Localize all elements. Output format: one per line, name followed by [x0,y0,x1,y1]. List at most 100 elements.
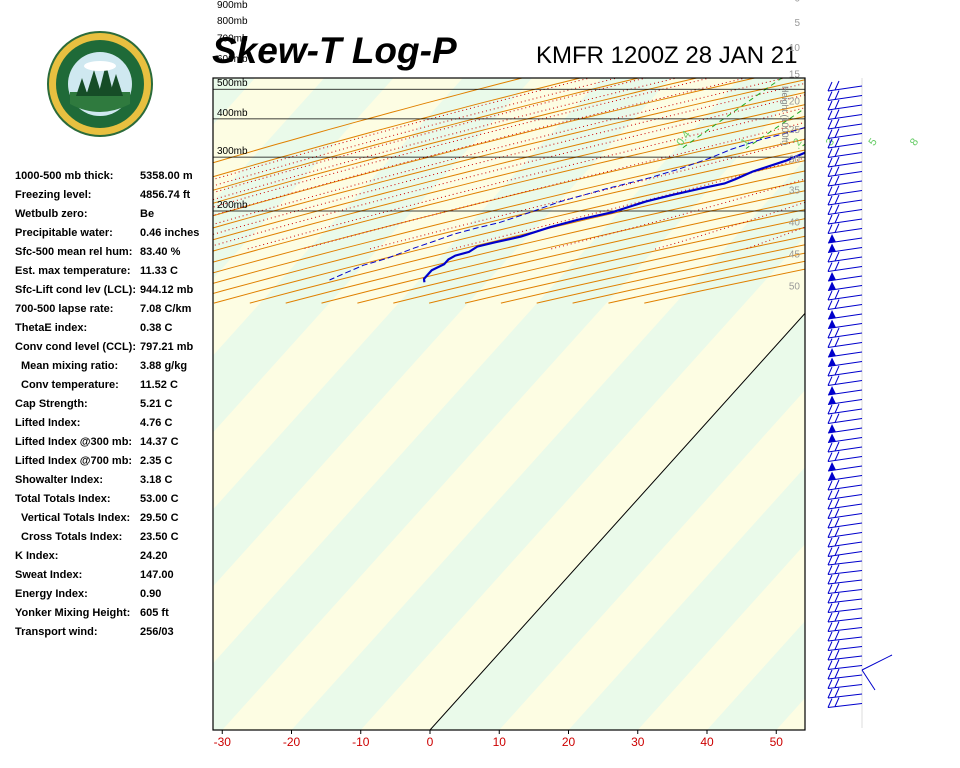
wind-barb-feather [834,602,840,612]
index-row: 1000-500 mb thick: 5358.00 m [15,168,215,187]
index-row: Lifted Index @700 mb: 2.35 C [15,453,215,472]
wind-barb [827,104,863,111]
wind-barbs [827,80,893,708]
index-value: 3.18 C [140,474,173,486]
wind-barb-feather [834,564,840,574]
wind-barb [827,665,863,670]
wind-barb-feather [834,147,840,157]
index-value: 83.40 % [140,246,181,258]
wind-barb-feather [834,536,840,547]
wind-barb-feather [827,186,833,196]
wind-barb-feather [827,499,833,510]
mixing-ratio-line [798,143,805,149]
wind-barb-feather [834,80,840,91]
wind-barb-feather [834,659,840,669]
wind-barb [827,532,863,538]
index-value: 3.88 g/kg [140,360,188,372]
index-label: Vertical Totals Index: [21,512,131,524]
index-row: Precipitable water: 0.46 inches [15,225,215,244]
wind-barb-flag [828,281,836,291]
wind-barb-feather [827,167,833,177]
dry-adiabat [213,91,805,241]
index-value: 256/03 [140,626,174,638]
wind-barb-feather [834,204,840,214]
wind-barb-flag [828,386,836,395]
index-row: Mean mixing ratio: 3.88 g/kg [15,358,215,377]
wind-barb [827,256,863,263]
temperature-tick-label: -30 [214,735,232,749]
wind-barb-feather [827,612,833,623]
wind-barb [827,608,863,613]
index-row: Conv temperature: 11.52 C [15,377,215,396]
wind-barb [827,294,863,301]
wind-barb-feather [834,546,840,556]
wind-barb-feather [827,490,833,500]
wind-barb-feather [834,213,840,224]
wind-barb [827,304,863,310]
oregon-forestry-logo [47,31,153,137]
wind-barb-feather [834,498,840,509]
wind-barb-feather [834,592,840,603]
temperature-tick-label: 40 [700,735,714,749]
pressure-label: 900mb [217,0,248,11]
wind-barb-feather [834,573,840,584]
wind-barb-feather [827,129,833,139]
index-value: 0.90 [140,588,162,600]
plot-area [0,78,805,730]
wind-barb-feather [834,517,840,528]
pressure-label: 800mb [217,16,248,27]
index-label: Lifted Index @300 mb: [15,436,133,448]
index-label: Total Totals Index: [15,493,111,505]
index-row: Wetbulb zero: Be [15,206,215,225]
wind-barb-flag [828,462,836,471]
wind-barb-feather [834,403,840,414]
wind-barb [827,123,863,130]
index-label: 1000-500 mb thick: [15,170,114,182]
wind-barb-feather [827,214,833,225]
wind-barb-feather [834,175,840,186]
temperature-band [0,78,117,730]
wind-barb [861,669,876,691]
index-value: 7.08 C/km [140,303,192,315]
index-row: Sfc-500 mean rel hum: 83.40 % [15,244,215,263]
index-value: 11.52 C [140,379,178,391]
wind-barb-feather [827,338,833,348]
wind-barb-feather [834,489,840,499]
wind-barb-feather [827,509,833,519]
temperature-tick-label: 10 [493,735,507,749]
wind-barb-feather [827,631,833,642]
wind-barb-feather [834,90,840,100]
wind-barb [827,190,863,196]
wind-barb-feather [834,413,840,423]
wind-barb-feather [827,176,833,187]
index-row: Energy Index: 0.90 [15,586,215,605]
index-value: 797.21 mb [140,341,194,353]
wind-barb-feather [834,223,840,233]
index-label: Energy Index: [15,588,88,600]
wind-barb [827,142,863,149]
dry-adiabat [213,78,641,191]
wind-barb-feather [827,641,833,651]
height-tick-label: 25 [789,125,801,136]
wind-barb [827,218,863,225]
temperature-tick-label: 0 [427,735,434,749]
dry-adiabat [213,138,805,284]
wind-barb-feather [834,554,840,565]
index-value: 4856.74 ft [140,189,191,201]
wind-barb-feather [834,365,840,376]
index-value: 53.00 C [140,493,179,505]
index-row: Lifted Index: 4.76 C [15,415,215,434]
wind-barb [827,513,863,519]
temperature-band [213,78,256,125]
index-value: 2.35 C [140,455,173,467]
dry-adiabat [213,104,805,252]
index-label: Showalter Index: [15,474,104,486]
wind-barb-feather [834,630,840,641]
wind-barb [827,199,863,206]
wind-barb [827,522,863,529]
wind-barb [827,551,863,557]
wind-barb-feather [834,261,840,271]
wind-barb-feather [827,157,833,168]
height-tick-label: 15 [789,69,801,80]
wind-barb-feather [827,195,833,206]
